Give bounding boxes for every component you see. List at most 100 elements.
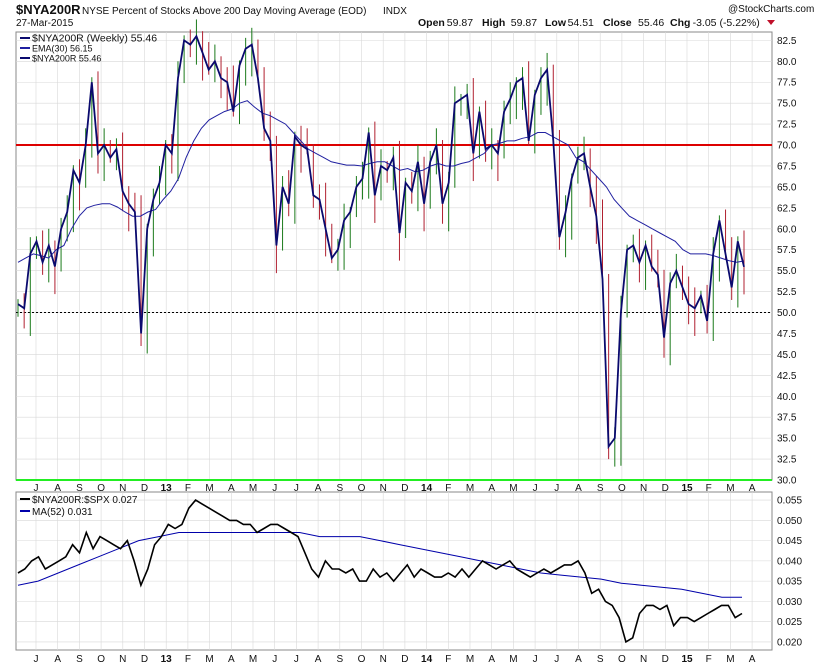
main-x-tick-label: 14	[421, 483, 433, 494]
ratio-x-tick-label: M	[509, 654, 517, 665]
ratio-x-tick-label: O	[358, 654, 366, 665]
ratio-y-tick-label: 0.020	[777, 637, 802, 648]
main-y-tick-label: 70.0	[777, 141, 797, 152]
ratio-x-tick-label: F	[706, 654, 712, 665]
main-y-tick-label: 80.0	[777, 57, 797, 68]
main-y-tick-label: 65.0	[777, 182, 797, 193]
ratio-x-tick-label: M	[249, 654, 257, 665]
ratio-x-tick-label: D	[662, 654, 669, 665]
main-y-tick-label: 57.5	[777, 245, 797, 256]
legend-entry: $NYA200R 55.46	[32, 54, 101, 64]
main-x-tick-label: M	[726, 483, 734, 494]
ratio-x-tick-label: F	[185, 654, 191, 665]
main-y-tick-label: 82.5	[777, 36, 797, 47]
legend-entry: MA(52) 0.031	[32, 507, 93, 518]
main-x-tick-label: M	[509, 483, 517, 494]
ratio-y-tick-label: 0.045	[777, 536, 802, 547]
stat-label-low: Low	[545, 17, 567, 29]
stat-label-open: Open	[418, 17, 445, 29]
main-y-tick-label: 50.0	[777, 308, 797, 319]
ratio-x-tick-label: M	[726, 654, 734, 665]
main-y-tick-label: 62.5	[777, 203, 797, 214]
main-x-tick-label: O	[97, 483, 105, 494]
main-x-tick-label: S	[76, 483, 83, 494]
ratio-x-tick-label: M	[205, 654, 213, 665]
ratio-y-tick-label: 0.035	[777, 577, 802, 588]
main-x-tick-label: M	[205, 483, 213, 494]
main-y-tick-label: 35.0	[777, 434, 797, 445]
main-x-tick-label: N	[119, 483, 126, 494]
main-x-tick-label: J	[34, 483, 39, 494]
main-x-tick-label: S	[336, 483, 343, 494]
stat-value-high: 59.87	[511, 17, 537, 29]
stat-label-high: High	[482, 17, 505, 29]
main-x-tick-label: 13	[161, 483, 173, 494]
main-x-tick-label: J	[554, 483, 559, 494]
ratio-line	[17, 499, 743, 644]
ratio-x-tick-label: A	[315, 654, 322, 665]
ratio-x-tick-label: S	[336, 654, 343, 665]
main-y-tick-label: 77.5	[777, 78, 797, 89]
ratio-x-tick-label: 13	[161, 654, 173, 665]
main-x-tick-label: J	[272, 483, 277, 494]
ratio-x-tick-label: D	[401, 654, 408, 665]
ratio-x-tick-label: J	[272, 654, 277, 665]
stat-value-close: 55.46	[638, 17, 664, 29]
main-x-tick-label: A	[749, 483, 756, 494]
main-x-tick-label: A	[315, 483, 322, 494]
main-y-tick-label: 32.5	[777, 455, 797, 466]
main-x-tick-label: D	[401, 483, 408, 494]
ratio-x-tick-label: N	[119, 654, 126, 665]
chart-description: NYSE Percent of Stocks Above 200 Day Mov…	[82, 6, 366, 17]
main-x-tick-label: D	[141, 483, 148, 494]
ratio-x-tick-label: M	[466, 654, 474, 665]
stat-value-low: 54.51	[568, 17, 594, 29]
ratio-x-tick-label: O	[618, 654, 626, 665]
main-y-tick-label: 52.5	[777, 287, 797, 298]
main-y-tick-label: 42.5	[777, 371, 797, 382]
main-x-tick-label: M	[466, 483, 474, 494]
main-y-tick-label: 55.0	[777, 266, 797, 277]
main-x-tick-label: N	[640, 483, 647, 494]
ratio-x-tick-label: S	[597, 654, 604, 665]
ratio-x-tick-label: A	[488, 654, 495, 665]
ratio-y-tick-label: 0.050	[777, 516, 802, 527]
main-x-tick-label: A	[488, 483, 495, 494]
ratio-x-tick-label: A	[228, 654, 235, 665]
exchange-label: INDX	[383, 6, 407, 17]
main-y-tick-label: 72.5	[777, 120, 797, 131]
ratio-x-tick-label: J	[34, 654, 39, 665]
ratio-x-tick-label: J	[294, 654, 299, 665]
ratio-x-tick-label: J	[533, 654, 538, 665]
nya200r-price-line	[17, 34, 745, 450]
stat-label-chg: Chg	[670, 17, 690, 29]
main-y-tick-label: 37.5	[777, 413, 797, 424]
ratio-x-tick-label: A	[54, 654, 61, 665]
stat-label-close: Close	[603, 17, 632, 29]
ratio-x-tick-label: S	[76, 654, 83, 665]
ratio-panel-frame	[15, 491, 773, 651]
main-y-tick-label: 67.5	[777, 161, 797, 172]
ratio-x-tick-label: 14	[421, 654, 433, 665]
ratio-x-tick-label: N	[640, 654, 647, 665]
main-y-tick-label: 45.0	[777, 350, 797, 361]
main-y-tick-label: 47.5	[777, 329, 797, 340]
main-x-tick-label: D	[662, 483, 669, 494]
stat-value-open: 59.87	[447, 17, 473, 29]
ratio-x-tick-label: N	[380, 654, 387, 665]
main-x-tick-label: F	[706, 483, 712, 494]
ratio-y-tick-label: 0.030	[777, 597, 802, 608]
ratio-x-tick-label: F	[445, 654, 451, 665]
main-x-tick-label: M	[249, 483, 257, 494]
main-panel-frame	[15, 31, 773, 481]
ohlc-stats: Open 59.87 High 59.87 Low 54.51 Close 55.46 Chg -…	[418, 17, 760, 29]
ratio-x-tick-label: A	[749, 654, 756, 665]
main-x-tick-label: O	[618, 483, 626, 494]
main-y-tick-label: 30.0	[777, 476, 797, 487]
legend-entry: $NYA200R:$SPX 0.027	[32, 495, 138, 506]
main-x-tick-label: J	[294, 483, 299, 494]
main-x-tick-label: A	[228, 483, 235, 494]
main-y-tick-label: 60.0	[777, 224, 797, 235]
